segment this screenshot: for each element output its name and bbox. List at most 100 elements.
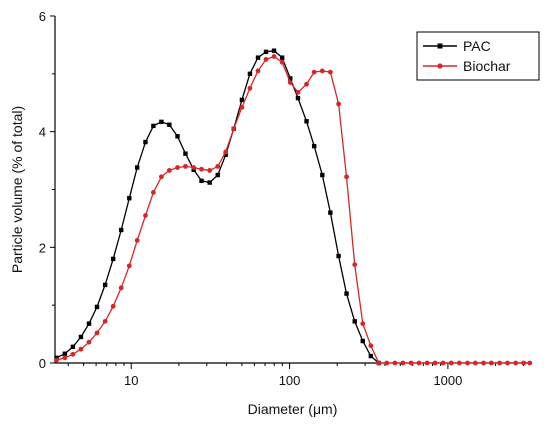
y-tick-label: 0 bbox=[39, 356, 46, 371]
data-point-biochar bbox=[505, 360, 510, 366]
legend-item-biochar: Biochar bbox=[423, 58, 511, 74]
series-biochar bbox=[54, 54, 533, 366]
data-point-biochar bbox=[70, 351, 76, 357]
data-point-pac bbox=[86, 321, 92, 326]
data-point-biochar bbox=[279, 59, 285, 65]
data-point-pac bbox=[134, 165, 140, 170]
legend-marker-pac bbox=[437, 43, 443, 49]
x-axis-label: Diameter (μm) bbox=[248, 401, 338, 417]
y-tick-label: 6 bbox=[39, 9, 46, 24]
data-point-biochar bbox=[376, 360, 382, 366]
data-point-biochar bbox=[432, 360, 438, 366]
data-point-biochar bbox=[327, 69, 333, 75]
data-point-biochar bbox=[102, 318, 108, 324]
data-point-pac bbox=[311, 143, 317, 149]
data-point-pac bbox=[328, 210, 333, 215]
data-point-biochar bbox=[271, 54, 277, 59]
data-point-biochar bbox=[311, 69, 317, 75]
legend-box bbox=[416, 31, 540, 81]
data-point-biochar bbox=[304, 81, 309, 87]
data-point-pac bbox=[62, 351, 68, 356]
data-point-biochar bbox=[295, 89, 301, 95]
data-point-pac bbox=[263, 49, 269, 55]
data-point-biochar bbox=[175, 165, 180, 170]
data-point-biochar bbox=[143, 213, 148, 218]
data-point-pac bbox=[239, 97, 245, 103]
data-point-biochar bbox=[223, 149, 229, 155]
data-point-pac bbox=[271, 48, 277, 53]
data-point-biochar bbox=[78, 346, 84, 352]
data-point-pac bbox=[215, 172, 220, 178]
data-point-pac bbox=[360, 338, 365, 344]
data-point-biochar bbox=[150, 189, 156, 195]
series-layer bbox=[54, 48, 533, 366]
x-tick-label: 100 bbox=[279, 373, 301, 388]
data-point-biochar bbox=[94, 330, 100, 336]
data-point-biochar bbox=[126, 263, 132, 269]
data-point-biochar bbox=[207, 168, 213, 173]
legend-marker-biochar bbox=[437, 63, 443, 69]
data-point-biochar bbox=[215, 163, 221, 169]
data-point-biochar bbox=[255, 68, 261, 74]
y-axis-label: Particle volume (% of total) bbox=[9, 106, 25, 273]
data-point-pac bbox=[279, 55, 285, 60]
data-point-pac bbox=[143, 139, 148, 145]
data-point-biochar bbox=[239, 104, 245, 110]
data-point-biochar bbox=[134, 237, 140, 243]
data-point-biochar bbox=[465, 360, 470, 366]
data-point-biochar bbox=[263, 56, 269, 62]
data-point-pac bbox=[255, 55, 261, 60]
data-point-biochar bbox=[456, 360, 462, 366]
data-point-pac bbox=[295, 95, 301, 101]
data-point-biochar bbox=[183, 163, 188, 169]
data-point-biochar bbox=[86, 339, 92, 345]
data-point-biochar bbox=[110, 303, 116, 309]
data-point-pac bbox=[288, 76, 293, 81]
data-point-pac bbox=[183, 151, 188, 156]
data-point-pac bbox=[78, 334, 84, 340]
legend-label-pac: PAC bbox=[463, 38, 491, 54]
data-point-biochar bbox=[424, 360, 430, 366]
data-point-pac bbox=[94, 304, 100, 310]
legend-label-biochar: Biochar bbox=[463, 58, 511, 74]
data-point-biochar bbox=[368, 343, 374, 349]
y-tick-label: 2 bbox=[39, 240, 46, 255]
data-point-pac bbox=[352, 319, 357, 324]
legend: PAC Biochar bbox=[416, 31, 540, 81]
data-point-biochar bbox=[472, 360, 478, 366]
data-point-biochar bbox=[488, 360, 494, 366]
data-point-pac bbox=[127, 195, 132, 201]
legend-item-pac: PAC bbox=[423, 38, 491, 54]
x-tick-label: 10 bbox=[124, 373, 138, 388]
data-point-pac bbox=[304, 119, 309, 124]
data-point-biochar bbox=[416, 360, 422, 366]
data-point-biochar bbox=[336, 101, 341, 107]
y-tick-label: 4 bbox=[39, 125, 46, 140]
data-point-pac bbox=[223, 152, 228, 157]
data-point-biochar bbox=[199, 166, 204, 172]
data-point-biochar bbox=[400, 360, 406, 366]
data-point-pac bbox=[110, 256, 116, 262]
data-point-pac bbox=[167, 122, 172, 127]
data-point-pac bbox=[151, 123, 156, 129]
data-point-biochar bbox=[247, 85, 253, 91]
data-point-pac bbox=[175, 134, 180, 139]
data-point-biochar bbox=[384, 360, 390, 366]
data-point-biochar bbox=[392, 360, 398, 366]
data-point-biochar bbox=[319, 68, 325, 74]
data-point-biochar bbox=[231, 126, 237, 132]
x-tick-label: 1000 bbox=[433, 373, 462, 388]
data-point-biochar bbox=[344, 174, 349, 180]
data-point-biochar bbox=[521, 360, 527, 366]
data-point-pac bbox=[70, 344, 76, 350]
data-point-biochar bbox=[158, 174, 164, 180]
data-point-biochar bbox=[527, 360, 533, 366]
data-point-biochar bbox=[513, 360, 519, 366]
data-point-biochar bbox=[497, 360, 502, 366]
data-point-pac bbox=[159, 119, 164, 125]
data-point-biochar bbox=[54, 357, 60, 363]
data-point-pac bbox=[207, 180, 212, 185]
data-point-biochar bbox=[62, 355, 68, 361]
data-point-biochar bbox=[287, 80, 293, 85]
